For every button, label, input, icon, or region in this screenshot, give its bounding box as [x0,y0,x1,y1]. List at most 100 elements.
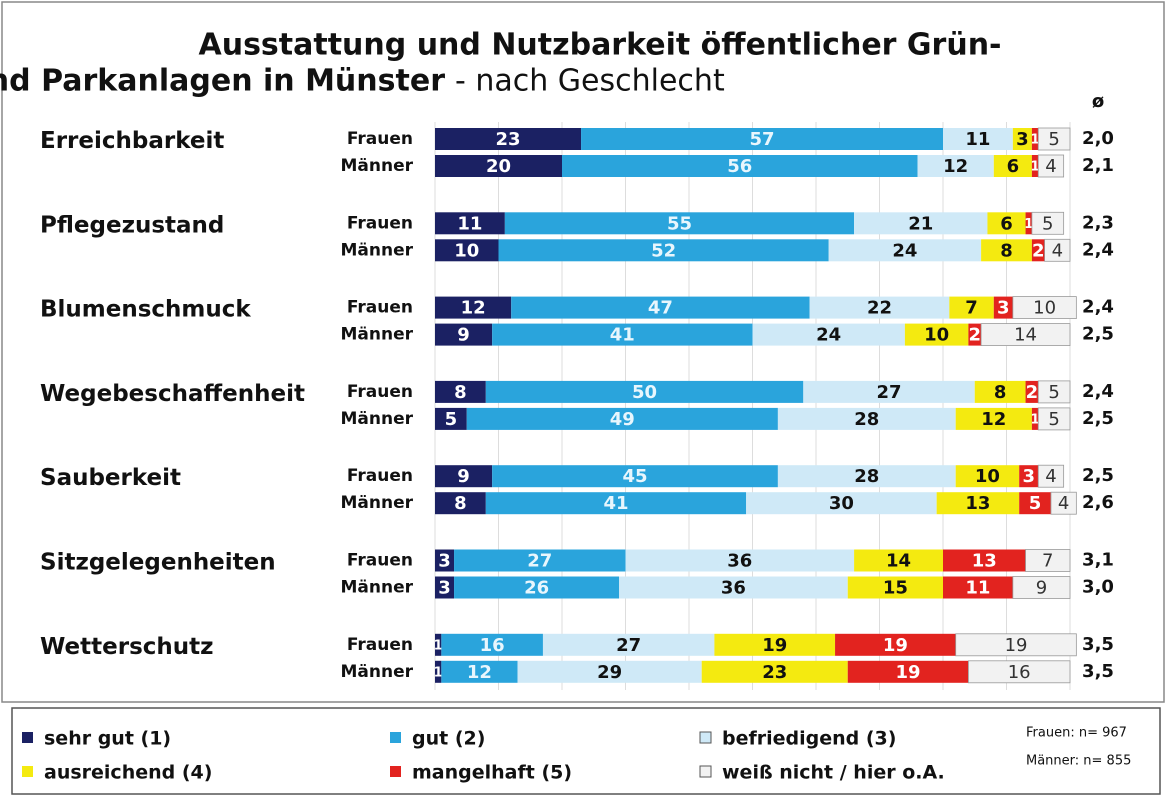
bar-segment [1031,128,1039,150]
data-label: 16 [1008,662,1031,683]
average-header: ø [1092,91,1104,112]
legend-swatch [699,731,712,744]
chart-subtitle: - nach Geschlecht [455,64,725,99]
bar-segment [498,239,829,262]
bar-segment [828,239,982,262]
bar-segment [854,549,943,572]
bar-segment [1031,239,1045,262]
bar-segment [943,549,1026,572]
chart-title: und Parkanlagen in Münster [0,64,445,99]
average-label: 3,1 [1082,550,1114,571]
data-label: 6 [1000,213,1013,234]
group-label: Blumenschmuck [40,297,251,323]
bar-segment [1037,380,1071,404]
data-label: 41 [603,493,628,514]
data-label: 55 [667,213,692,234]
row-label: Frauen [347,635,413,655]
legend-label: weiß nicht / hier o.A. [722,762,945,784]
data-label: 5 [1048,382,1059,403]
row-label: Frauen [347,466,413,486]
data-label: 10 [1033,298,1056,319]
data-label: 21 [908,213,933,234]
bar-segment [974,380,1026,403]
bar-segment [993,296,1013,319]
data-label: 36 [727,551,752,572]
row-label: Männer [340,578,413,598]
data-label: 4 [1058,493,1069,514]
bar-segment [435,660,442,683]
data-label: 5 [1048,409,1059,430]
data-label: 28 [854,466,879,487]
data-label: 3 [438,551,451,572]
bar-segment [847,576,943,599]
legend-swatch [390,766,401,777]
data-label: 16 [480,635,505,656]
bar-segment [943,576,1013,599]
bar-segment [562,155,918,177]
data-label: 14 [1014,325,1037,346]
bar-segment [435,407,467,430]
data-label: 7 [1042,551,1053,572]
row-label: Männer [340,156,413,176]
data-label: 1 [434,665,443,680]
bar-segment [1025,212,1032,235]
data-label: 6 [1007,156,1020,177]
bar-segment [435,296,512,319]
data-label: 12 [943,156,968,177]
bar-segment [968,660,1071,684]
bar-segment [777,407,956,430]
group-label: Sitzgelegenheiten [40,550,276,576]
data-label: 1 [434,638,443,653]
data-label: 10 [975,466,1000,487]
legend-swatch [22,732,33,743]
bar-segment [1031,407,1039,430]
data-label: 30 [829,493,854,514]
bar-segment [1044,238,1071,262]
bar-segment [466,407,778,430]
bar-segment [1019,492,1051,515]
data-label: 52 [651,240,676,261]
bar-segment [1050,491,1077,515]
bar-segment [1031,211,1065,235]
bar-segment [1031,155,1039,177]
bar-segment [435,239,499,262]
bar-segment [1012,296,1077,320]
bar-segment [746,492,937,515]
bar-segment [542,633,715,656]
data-label: 11 [965,129,990,150]
data-label: 12 [461,298,486,319]
bar-segment [752,323,905,346]
data-label: 5 [445,409,458,430]
note: Frauen: n= 967 [1026,726,1127,741]
data-label: 15 [883,578,908,599]
legend-label: sehr gut (1) [44,728,171,750]
bar-segment [955,407,1032,430]
data-label: 27 [616,635,641,656]
bar-segment [1037,154,1065,178]
bar-segment [435,492,486,515]
row-label: Männer [340,409,413,429]
bar-segment [1012,128,1032,150]
average-label: 2,5 [1082,324,1114,345]
data-label: 49 [610,409,635,430]
data-label: 1 [1031,412,1040,427]
data-label: 13 [965,493,990,514]
legend-label: ausreichend (4) [44,762,212,784]
bar-segment [955,633,1077,657]
bar-segment [993,155,1032,177]
data-label: 45 [622,466,647,487]
data-label: 5 [1042,213,1053,234]
data-label: 2 [968,325,981,346]
bar-segment [904,323,969,346]
bar-segment [511,296,810,319]
average-label: 3,5 [1082,661,1114,682]
bar-segment [625,549,855,572]
bar-segment [435,128,582,150]
data-label: 4 [1045,156,1056,177]
data-label: 2 [1032,240,1045,261]
data-label: 14 [886,551,911,572]
data-label: 1 [1031,160,1040,175]
bar-segment [581,128,943,150]
data-label: 56 [727,156,752,177]
bar-segment [435,155,562,177]
